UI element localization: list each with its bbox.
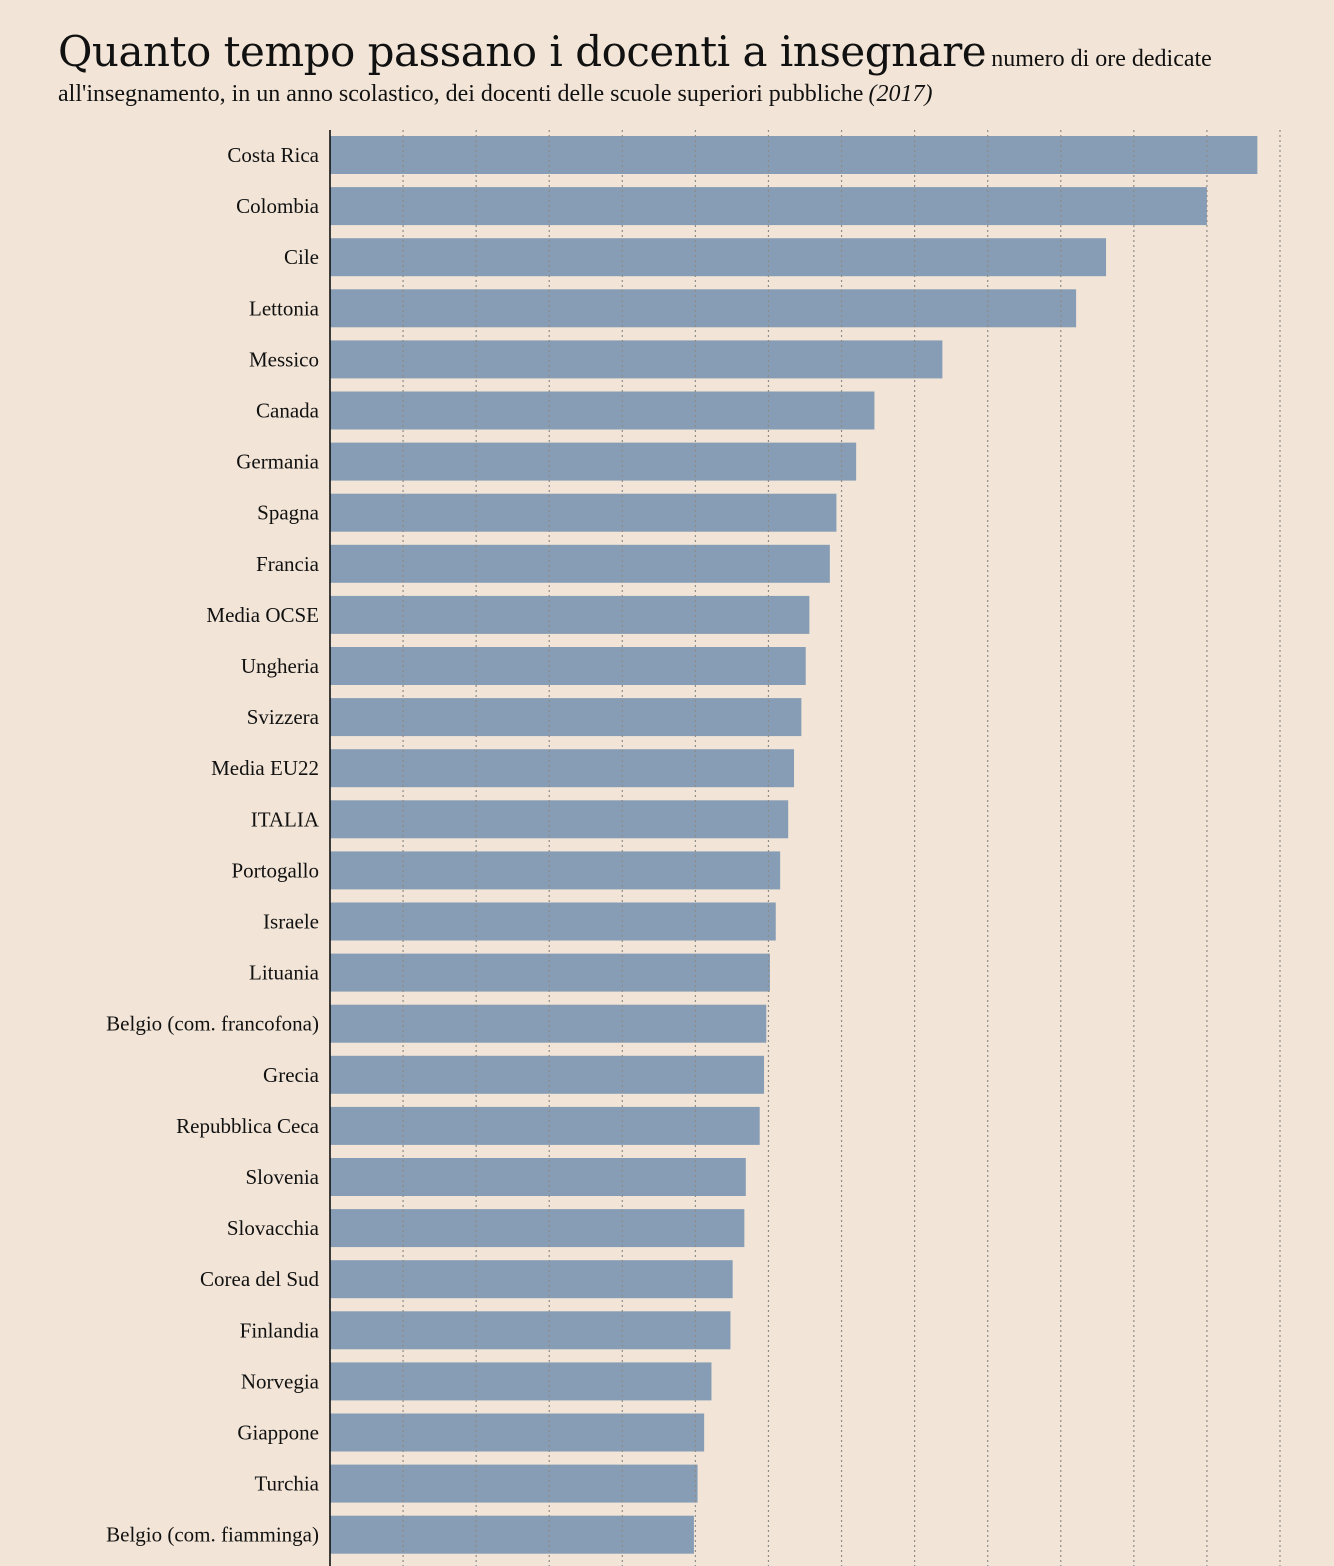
category-label-3: Lettonia bbox=[249, 296, 320, 320]
bar-10 bbox=[330, 647, 806, 685]
category-label-9: Media OCSE bbox=[206, 603, 319, 627]
bar-0 bbox=[330, 136, 1258, 174]
category-label-20: Slovenia bbox=[246, 1165, 320, 1189]
category-label-19: Repubblica Ceca bbox=[176, 1114, 320, 1138]
bar-2 bbox=[330, 238, 1107, 277]
bar-19 bbox=[330, 1106, 760, 1145]
bar-11 bbox=[330, 698, 802, 737]
category-label-2: Cile bbox=[284, 245, 319, 269]
category-label-21: Slovacchia bbox=[227, 1216, 320, 1240]
bar-16 bbox=[330, 953, 770, 992]
category-label-11: Svizzera bbox=[247, 705, 320, 729]
category-label-7: Spagna bbox=[257, 501, 320, 525]
bar-15 bbox=[330, 902, 776, 941]
category-label-16: Lituania bbox=[249, 961, 320, 985]
bar-9 bbox=[330, 595, 810, 634]
category-label-23: Finlandia bbox=[240, 1318, 320, 1342]
category-label-26: Turchia bbox=[254, 1472, 319, 1496]
category-label-12: Media EU22 bbox=[211, 756, 319, 780]
bar-22 bbox=[330, 1260, 733, 1299]
category-label-5: Canada bbox=[256, 399, 320, 423]
bar-14 bbox=[330, 851, 781, 890]
bar-13 bbox=[330, 800, 789, 839]
category-label-15: Israele bbox=[263, 910, 319, 934]
bar-3 bbox=[330, 289, 1077, 328]
category-label-6: Germania bbox=[236, 450, 319, 474]
category-label-17: Belgio (com. francofona) bbox=[106, 1012, 319, 1036]
bar-21 bbox=[330, 1209, 745, 1248]
bar-6 bbox=[330, 442, 857, 481]
bar-23 bbox=[330, 1311, 731, 1350]
chart-title: Quanto tempo passano i docenti a insegna… bbox=[58, 27, 987, 76]
bar-12 bbox=[330, 749, 795, 788]
category-label-4: Messico bbox=[249, 347, 319, 371]
bar-25 bbox=[330, 1413, 705, 1452]
chart-header: Quanto tempo passano i docenti a insegna… bbox=[58, 26, 1308, 109]
category-label-0: Costa Rica bbox=[227, 143, 319, 167]
bar-17 bbox=[330, 1004, 767, 1043]
bar-5 bbox=[330, 391, 875, 430]
category-label-22: Corea del Sud bbox=[200, 1267, 319, 1291]
bar-24 bbox=[330, 1362, 712, 1401]
bar-7 bbox=[330, 493, 837, 532]
category-label-1: Colombia bbox=[236, 194, 320, 218]
bar-20 bbox=[330, 1158, 746, 1196]
category-label-8: Francia bbox=[256, 552, 320, 576]
category-label-18: Grecia bbox=[263, 1063, 320, 1087]
bar-18 bbox=[330, 1055, 765, 1094]
category-label-10: Ungheria bbox=[241, 654, 320, 678]
category-label-13: ITALIA bbox=[251, 807, 320, 831]
bar-26 bbox=[330, 1464, 698, 1503]
category-label-25: Giappone bbox=[237, 1421, 319, 1445]
category-label-14: Portogallo bbox=[232, 858, 320, 882]
category-label-27: Belgio (com. fiamminga) bbox=[106, 1523, 319, 1547]
chart-subtitle: numero di ore dedicate all'insegnamento,… bbox=[58, 46, 1212, 107]
bar-27 bbox=[330, 1515, 694, 1554]
bar-4 bbox=[330, 340, 943, 379]
bar-8 bbox=[330, 544, 830, 583]
chart-subtitle-year: (2017) bbox=[868, 80, 933, 107]
category-label-24: Norvegia bbox=[241, 1369, 320, 1393]
